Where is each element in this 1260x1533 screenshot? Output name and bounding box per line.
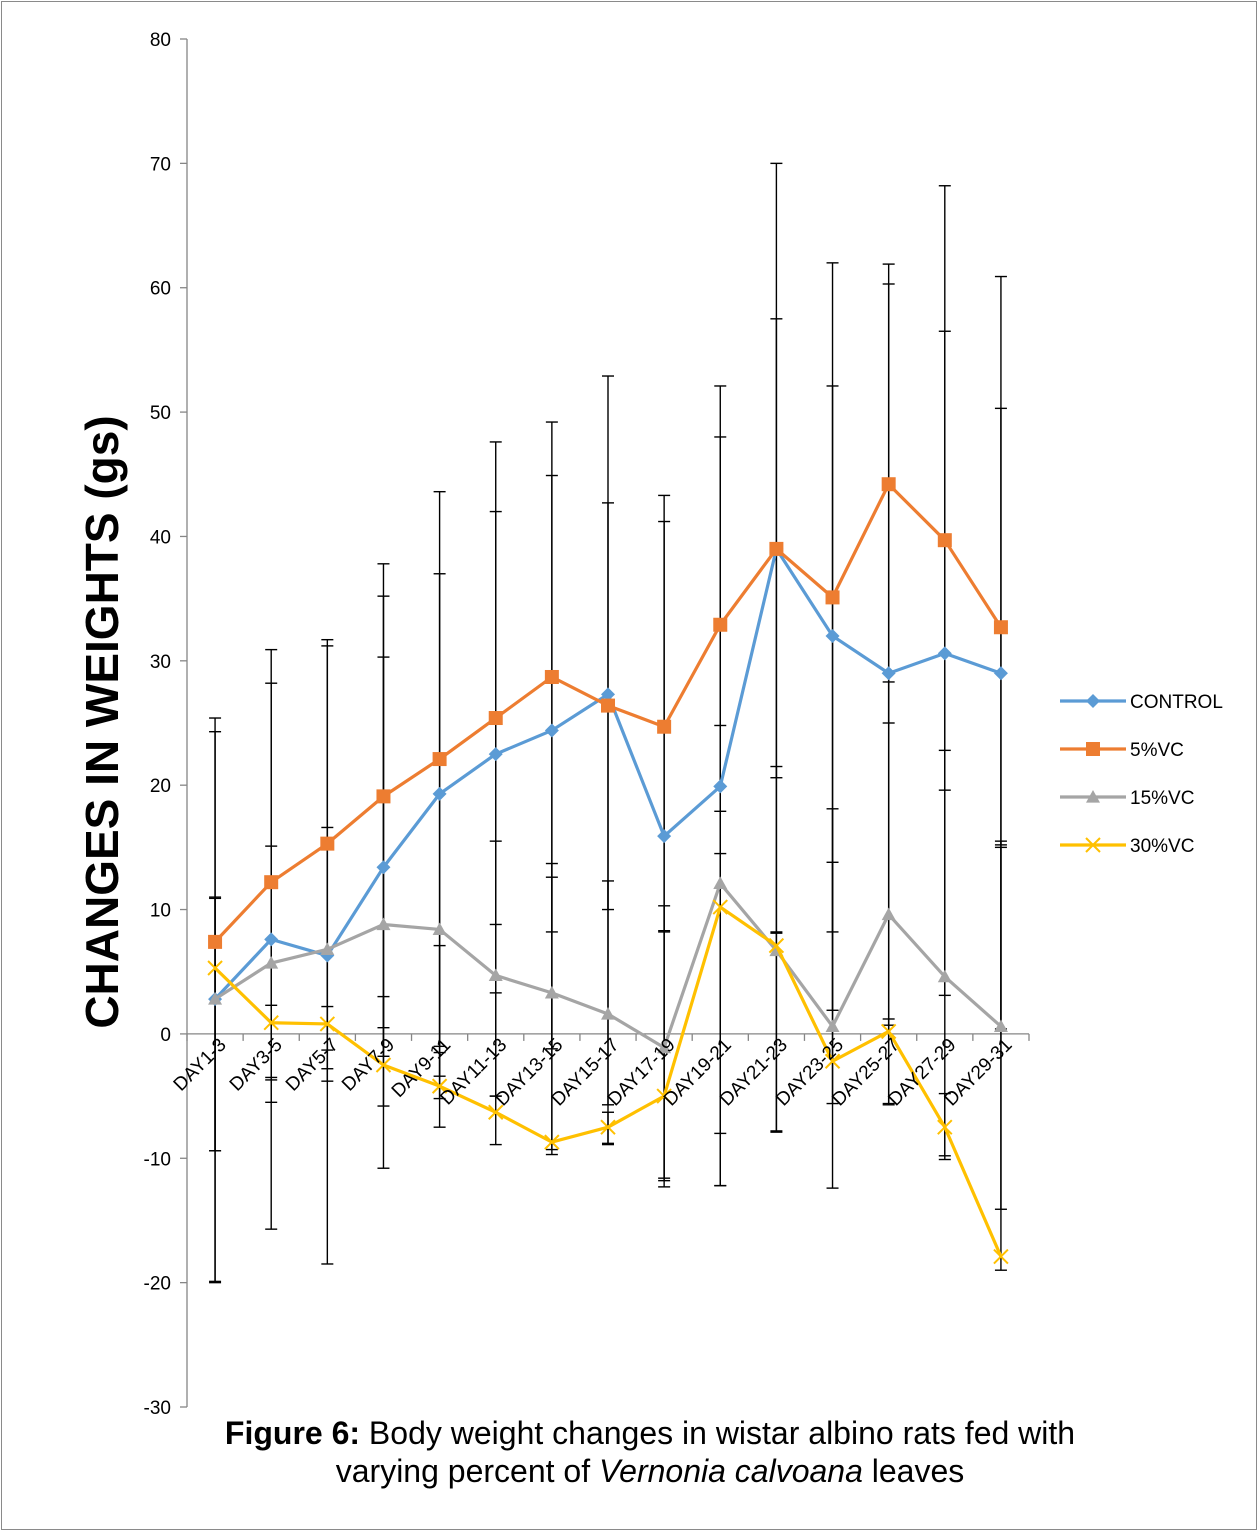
y-tick-label: 30 (150, 652, 171, 673)
marker-triangle (544, 985, 559, 999)
marker-triangle (993, 1019, 1008, 1033)
marker-square (993, 620, 1008, 635)
marker-square (432, 752, 447, 767)
legend-label: 30%VC (1130, 836, 1194, 857)
y-tick-label: -30 (144, 1398, 171, 1419)
marker-x (880, 1023, 897, 1040)
marker-diamond (993, 666, 1008, 681)
figure-caption: Figure 6: Body weight changes in wistar … (150, 1414, 1150, 1490)
axes: -30 -20 -10 0 10 20 30 40 50 60 70 80 (144, 30, 1030, 1419)
y-tick-label: 60 (150, 279, 171, 300)
y-tick-label: 10 (150, 901, 171, 922)
marker-triangle (601, 1007, 615, 1020)
legend-label: 15%VC (1130, 788, 1194, 809)
marker-square (264, 875, 279, 890)
marker-triangle (937, 969, 952, 983)
marker-x (993, 1248, 1009, 1265)
marker-square (376, 789, 391, 804)
y-axis-label: CHANGES IN WEIGHTS (gs) (76, 415, 128, 1028)
caption-line1: Body weight changes in wistar albino rat… (360, 1415, 1076, 1451)
y-tick-label: 70 (150, 154, 171, 175)
series-lines (207, 477, 1009, 1265)
marker-triangle (881, 907, 896, 921)
x-tick-label: DAY5-7 (282, 1035, 343, 1096)
marker-triangle (488, 968, 503, 982)
marker-triangle (264, 956, 279, 969)
marker-triangle (713, 876, 728, 890)
marker-triangle (208, 992, 223, 1005)
marker-square (657, 719, 672, 734)
marker-triangle (825, 1019, 840, 1033)
marker-triangle (657, 1040, 672, 1054)
x-tick-label: DAY1-3 (170, 1035, 231, 1096)
marker-diamond (937, 646, 952, 661)
marker-x (937, 1119, 953, 1135)
legend: CONTROL 5%VC 15%VC 30%VC (1060, 692, 1223, 857)
legend-label: 5%VC (1130, 740, 1184, 761)
marker-x (207, 960, 223, 976)
y-tick-label: -10 (144, 1149, 171, 1170)
marker-square (208, 934, 223, 949)
marker-diamond (657, 829, 672, 844)
marker-diamond (601, 687, 615, 702)
marker-triangle (1086, 790, 1100, 803)
marker-square (713, 617, 728, 632)
y-tick-label: -20 (144, 1274, 171, 1295)
marker-diamond (376, 860, 391, 875)
marker-square (1086, 742, 1100, 756)
y-tick-label: 50 (150, 403, 171, 424)
marker-diamond (264, 932, 279, 947)
marker-square (937, 533, 952, 548)
marker-diamond (544, 723, 559, 738)
caption-species: Vernonia calvoana (598, 1453, 863, 1489)
marker-x (544, 1134, 560, 1150)
marker-diamond (713, 779, 728, 794)
marker-x (600, 1119, 616, 1135)
marker-diamond (488, 747, 503, 762)
y-tick-label: 0 (160, 1025, 171, 1046)
caption-label: Figure 6: (224, 1415, 361, 1451)
marker-x (656, 1088, 672, 1104)
marker-x (712, 899, 728, 915)
y-tick-label: 20 (150, 776, 171, 797)
marker-triangle (432, 922, 447, 936)
y-tick-label: 40 (150, 527, 171, 548)
marker-square (488, 711, 503, 726)
x-tick-label: DAY3-5 (226, 1035, 287, 1096)
marker-x (319, 1016, 336, 1032)
marker-diamond (825, 628, 840, 643)
marker-x (1085, 837, 1101, 853)
marker-x (768, 937, 785, 954)
marker-square (544, 669, 559, 684)
marker-square (320, 836, 335, 851)
error-bars (209, 162, 1007, 1284)
legend-label: CONTROL (1130, 692, 1223, 713)
marker-x (263, 1015, 279, 1031)
marker-diamond (881, 666, 896, 681)
x-tick-labels: DAY1-3DAY3-5DAY5-7DAY7-9DAY9-11DAY11-13D… (170, 1035, 1017, 1111)
marker-triangle (376, 917, 391, 931)
caption-line2-pre: varying percent of (335, 1453, 599, 1489)
marker-x (824, 1053, 841, 1069)
marker-square (769, 541, 784, 556)
marker-square (601, 698, 615, 713)
marker-x (431, 1078, 448, 1094)
marker-diamond (432, 786, 447, 801)
marker-square (881, 477, 896, 492)
caption-line2-post: leaves (862, 1453, 965, 1489)
marker-diamond (1086, 694, 1100, 708)
y-tick-label: 80 (150, 30, 171, 51)
marker-x (488, 1104, 504, 1120)
marker-triangle (320, 942, 335, 955)
marker-x (375, 1057, 392, 1073)
marker-square (825, 590, 840, 605)
